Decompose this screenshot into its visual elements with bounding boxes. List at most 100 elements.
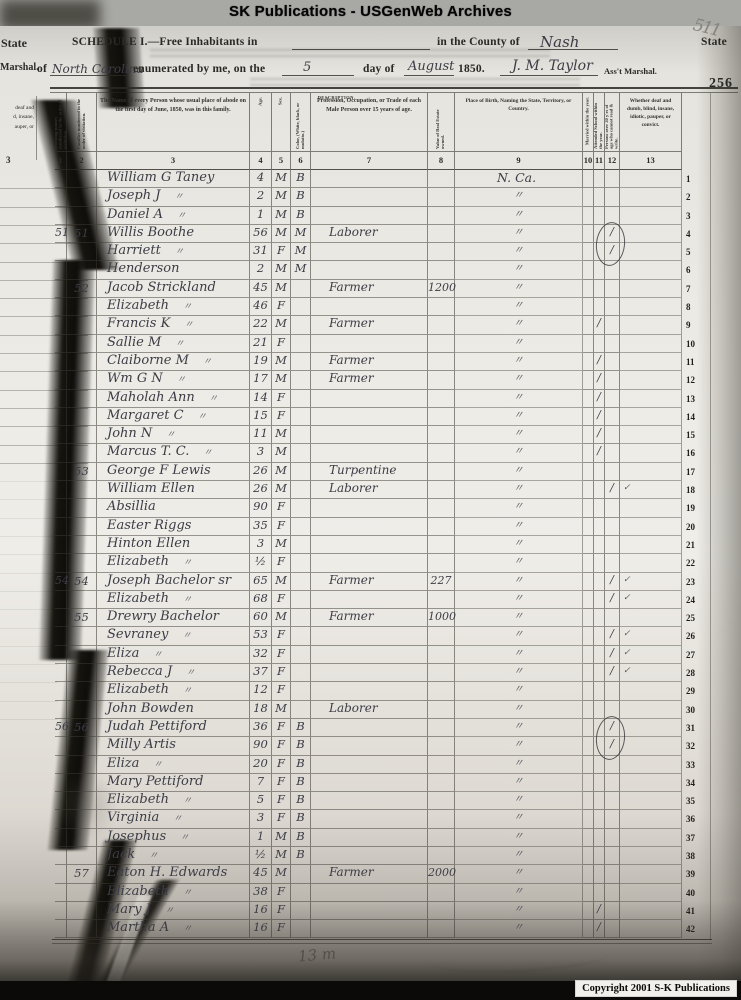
cell-married-mark <box>583 718 594 738</box>
cell-occupation <box>311 554 428 573</box>
cell-color <box>291 590 311 610</box>
cell-married-mark <box>583 462 594 482</box>
cell-age: 19 <box>250 352 272 372</box>
cell-birthplace: 〃 <box>455 517 583 536</box>
cell-person-name: Absillia <box>97 499 250 518</box>
column-number-11: 11 <box>594 152 605 170</box>
cell-birthplace: 〃 <box>455 481 583 500</box>
cell-occupation: Laborer <box>311 481 428 500</box>
column-heading-6: Color, (White, black, or mulatto.) <box>291 93 311 152</box>
facing-page-rule <box>0 426 88 428</box>
cell-family-number <box>67 664 97 683</box>
cell-married-mark <box>583 645 594 665</box>
cell-family-number <box>67 188 97 207</box>
cell-remarks-mark <box>620 261 682 280</box>
cell-school-mark <box>594 170 605 189</box>
cell-family-number <box>67 810 97 829</box>
cell-sex: F <box>272 810 291 829</box>
cell-dwelling-number <box>55 773 67 793</box>
cell-color: B <box>291 737 311 756</box>
cell-dwelling-number: 51 <box>55 224 69 244</box>
cell-age: 17 <box>250 371 272 390</box>
table-row: Virginia 〃 3 F B 〃 <box>55 810 682 829</box>
cell-sex: M <box>272 188 291 207</box>
table-row: Eliza 〃 32 F 〃 / ✓ <box>55 645 682 665</box>
cell-sex: M <box>272 846 291 866</box>
facing-page-rule <box>0 700 58 702</box>
facing-page-rule <box>0 334 88 336</box>
cell-age: 3 <box>250 810 272 829</box>
cell-birthplace: 〃 <box>455 444 583 463</box>
cell-sex: M <box>272 535 291 555</box>
cell-illiterate-mark <box>605 535 620 555</box>
cell-color <box>291 316 311 335</box>
line-number: 5 <box>686 247 691 258</box>
cell-remarks-mark: ✓ <box>620 590 682 610</box>
cell-person-name: Maholah Ann 〃 <box>97 389 250 408</box>
cell-color <box>291 462 311 482</box>
cell-birthplace: N. Ca. <box>455 170 583 189</box>
cell-school-mark <box>594 773 605 793</box>
line-number: 14 <box>686 411 695 422</box>
cell-married-mark <box>583 316 594 335</box>
cell-family-number <box>67 517 97 536</box>
cell-school-mark <box>594 792 605 811</box>
cell-sex: F <box>272 389 291 408</box>
cell-age: 11 <box>250 426 272 445</box>
cell-age: 68 <box>250 590 272 610</box>
line-number: 33 <box>686 759 695 770</box>
cell-family-number: 53 <box>67 462 97 482</box>
cell-occupation <box>311 846 428 866</box>
cell-age: 4 <box>250 170 272 189</box>
line-number: 8 <box>686 302 691 313</box>
cell-sex: F <box>272 298 291 317</box>
cell-school-mark <box>594 828 605 847</box>
column-number-9: 9 <box>455 152 583 170</box>
cell-occupation: Laborer <box>311 224 428 244</box>
cell-dwelling-number <box>55 828 67 847</box>
cell-sex: F <box>272 334 291 353</box>
cell-married-mark <box>583 554 594 573</box>
cell-person-name: Willis Boothe <box>97 224 250 244</box>
cell-dwelling-number <box>55 627 67 646</box>
cell-sex: M <box>272 462 291 482</box>
paper-background <box>0 26 741 986</box>
cell-married-mark <box>583 170 594 189</box>
facing-page-rule <box>0 279 88 281</box>
cell-remarks-mark <box>620 426 682 445</box>
cell-remarks-mark <box>620 352 682 372</box>
ditto-mark: 〃 <box>202 356 212 367</box>
cell-illiterate-mark <box>605 755 620 774</box>
line-number: 18 <box>686 485 695 496</box>
cell-illiterate-mark <box>605 810 620 829</box>
facing-page-fragment-line: d, insane, <box>13 114 34 121</box>
column-heading-text: Color, (White, black, or mulatto.) <box>295 102 305 149</box>
table-row: 52 Jacob Strickland 45 M Farmer 1200 〃 <box>55 279 682 299</box>
cell-occupation <box>311 810 428 829</box>
line-number: 32 <box>686 741 695 752</box>
cell-person-name: George F Lewis <box>97 462 250 482</box>
cell-real-estate-value <box>428 664 455 683</box>
cell-married-mark <box>583 261 594 280</box>
cell-person-name: Henderson <box>97 261 250 280</box>
table-row: Harriett 〃 31 F M 〃 / <box>55 243 682 262</box>
cell-sex: M <box>272 352 291 372</box>
cell-family-number <box>67 243 97 262</box>
county-written: Nash <box>540 33 580 51</box>
cell-person-name: William Ellen <box>97 481 250 500</box>
cell-remarks-mark <box>620 334 682 353</box>
cell-family-number <box>67 590 97 610</box>
column-heading-text: Persons over 20 y'rs of age who cannot r… <box>605 103 619 149</box>
cell-birthplace: 〃 <box>455 755 583 774</box>
facing-page-rule <box>0 719 58 720</box>
table-row: John Bowden 18 M Laborer 〃 <box>55 700 682 719</box>
cell-family-number <box>67 316 97 335</box>
cell-person-name: Francis K 〃 <box>97 316 250 335</box>
signature-blank-line <box>500 75 598 76</box>
cell-dwelling-number <box>55 590 67 610</box>
facing-page-rule <box>0 554 58 556</box>
census-rows: William G Taney 4 M B N. Ca. Joseph J 〃 2 M B 〃 Dan… <box>55 170 682 939</box>
cell-dwelling-number: 54 <box>55 572 69 591</box>
bleed-through-text <box>150 49 550 58</box>
cell-birthplace: 〃 <box>455 810 583 829</box>
